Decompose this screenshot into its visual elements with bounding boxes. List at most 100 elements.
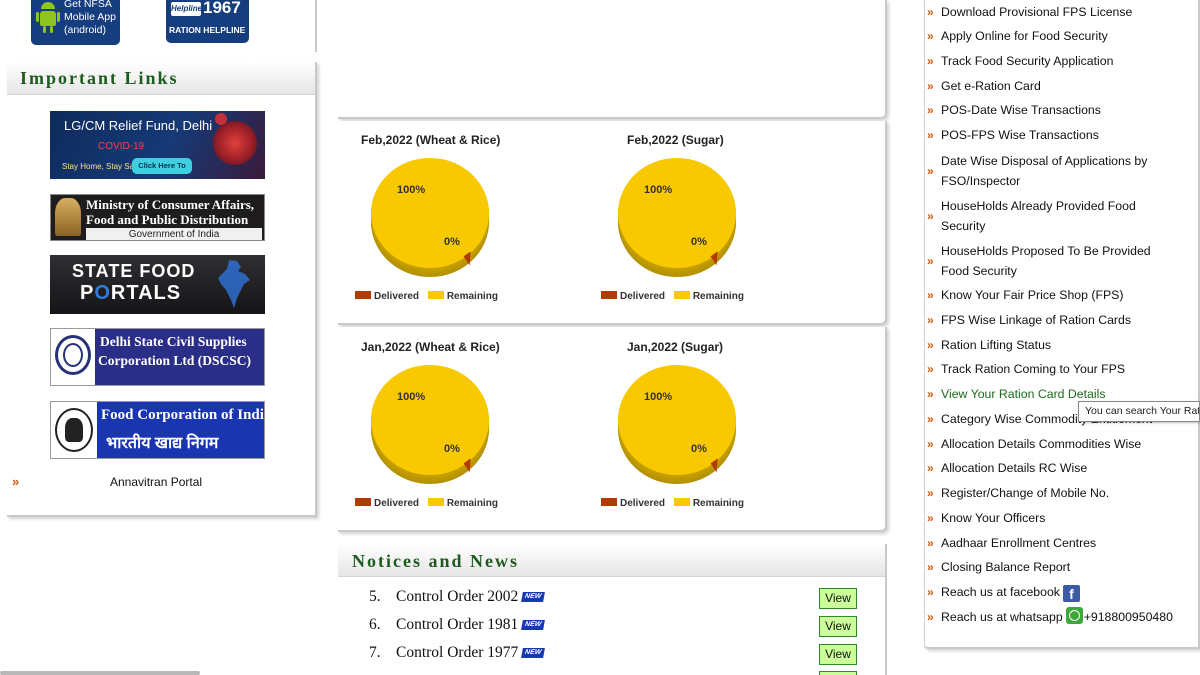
legend-swatch-delivered xyxy=(601,291,617,299)
donate-button[interactable]: Click Here To Donate xyxy=(132,158,192,179)
ration-helpline-button[interactable]: Helpline 1967 RATION HELPLINE xyxy=(166,0,249,43)
quick-link-label[interactable]: Apply Online for Food Security xyxy=(941,29,1108,43)
legend-swatch-delivered xyxy=(355,291,371,299)
notice-view-button-partial[interactable] xyxy=(819,671,857,675)
quick-link-label[interactable]: POS-FPS Wise Transactions xyxy=(941,128,1099,142)
ministry-line1: Ministry of Consumer Affairs, xyxy=(86,197,255,212)
notice-item[interactable]: 7. Control Order 1977 NEW xyxy=(369,644,546,662)
quick-link-label[interactable]: Closing Balance Report xyxy=(941,560,1071,574)
state-food-portals-banner[interactable]: STATE FOOD PORTALS xyxy=(50,255,265,314)
pie-chart: 100% 0% xyxy=(618,365,736,484)
quick-link-label[interactable]: POS-Date Wise Transactions xyxy=(941,103,1101,117)
quick-link-label[interactable]: Register/Change of Mobile No. xyxy=(941,486,1110,500)
chart-title: Feb,2022 (Wheat & Rice) xyxy=(361,133,501,147)
notice-item[interactable]: 5. Control Order 2002 NEW xyxy=(369,588,546,606)
quick-link-label[interactable]: Ration Lifting Status xyxy=(941,338,1052,352)
quick-link-label[interactable]: HouseHolds Already Provided Food Securit… xyxy=(941,199,1136,233)
horizontal-scrollbar[interactable] xyxy=(0,671,200,675)
relief-fund-slogan: Stay Home, Stay Safe xyxy=(62,162,141,171)
virus-small-icon xyxy=(215,113,227,125)
ministry-consumer-affairs-banner[interactable]: Ministry of Consumer Affairs, Food and P… xyxy=(50,194,265,241)
pie-data-label: 0% xyxy=(691,443,707,455)
notice-number: 6. xyxy=(369,616,381,633)
annavitran-portal-link[interactable]: Annavitran Portal xyxy=(110,475,203,489)
link-tooltip: You can search Your Ration Card xyxy=(1078,401,1200,422)
fci-banner[interactable]: Food Corporation of India भारतीय खाद्य न… xyxy=(50,401,265,459)
pie-chart: 100% 0% xyxy=(371,365,489,484)
feb-2022-chart-panel: Feb,2022 (Wheat & Rice) 100% 0% Delivered… xyxy=(338,121,887,325)
arrow-icon: » xyxy=(927,461,934,475)
arrow-icon: » xyxy=(927,29,934,43)
notice-title[interactable]: Control Order 1981 xyxy=(396,616,519,633)
arrow-icon: » xyxy=(927,164,934,178)
notice-view-button[interactable]: View xyxy=(819,588,857,609)
arrow-icon: » xyxy=(927,103,934,117)
quick-link-label[interactable]: Allocation Details RC Wise xyxy=(941,461,1088,475)
arrow-icon: » xyxy=(927,437,934,451)
arrow-icon: » xyxy=(927,79,934,93)
notice-view-button[interactable]: View xyxy=(819,644,857,665)
notice-view-button[interactable]: View xyxy=(819,616,857,637)
notice-title[interactable]: Control Order 1977 xyxy=(396,644,519,661)
whatsapp-link-label[interactable]: Reach us at whatsapp xyxy=(941,610,1063,624)
india-map-icon xyxy=(218,260,250,308)
quick-link-label[interactable]: Download Provisional FPS License xyxy=(941,5,1133,19)
arrow-icon: » xyxy=(927,585,934,599)
facebook-icon[interactable]: f xyxy=(1062,585,1080,602)
nfsa-app-button[interactable]: Get NFSA Mobile App (android) xyxy=(31,0,120,45)
new-badge-icon: NEW xyxy=(521,648,546,658)
chart-legend: Delivered Remaining xyxy=(355,498,498,509)
pie-slice-marker xyxy=(463,251,471,266)
pie-data-label: 100% xyxy=(644,184,672,196)
relief-fund-banner[interactable]: LG/CM Relief Fund, Delhi COVID-19 Stay H… xyxy=(50,111,265,179)
state-portals-rest: RTALS xyxy=(110,282,182,304)
quick-link-label[interactable]: Know Your Officers xyxy=(941,511,1046,525)
notice-item[interactable]: 6. Control Order 1981 NEW xyxy=(369,616,546,634)
fci-line2: भारतीय खाद्य निगम xyxy=(106,435,219,452)
legend-label-remaining: Remaining xyxy=(446,498,498,509)
quick-link-label[interactable]: Aadhaar Enrollment Centres xyxy=(941,536,1097,550)
arrow-icon: » xyxy=(927,54,934,68)
pie-slice-marker xyxy=(710,458,718,473)
quick-links-panel: » Download Provisional FPS License » App… xyxy=(924,0,1200,649)
quick-link-label[interactable]: HouseHolds Proposed To Be Provided Food … xyxy=(941,244,1151,278)
whatsapp-icon[interactable] xyxy=(1065,607,1083,624)
notice-number: 7. xyxy=(369,644,381,661)
state-portals-line2: PORTALS xyxy=(80,282,181,305)
pie-slice-remaining[interactable] xyxy=(371,158,489,268)
notice-title[interactable]: Control Order 2002 xyxy=(396,588,519,605)
facebook-link-label[interactable]: Reach us at facebook xyxy=(941,585,1060,599)
pie-slice-remaining[interactable] xyxy=(371,365,489,475)
ministry-line3: Government of India xyxy=(86,228,262,240)
quick-link-label[interactable]: Date Wise Disposal of Applications by FS… xyxy=(941,154,1148,188)
notices-and-news-panel: Notices and News 5. Control Order 2002 NEW… xyxy=(338,544,887,675)
quick-link-facebook[interactable]: Reach us at facebook f xyxy=(941,582,1181,602)
quick-link-label[interactable]: Know Your Fair Price Shop (FPS) xyxy=(941,288,1124,302)
arrow-icon: » xyxy=(927,610,934,624)
pie-slice-remaining[interactable] xyxy=(618,158,736,268)
pie-data-label: 100% xyxy=(644,391,672,403)
dscsc-banner[interactable]: Delhi State Civil Supplies Corporation L… xyxy=(50,328,265,386)
dscsc-line1: Delhi State Civil Supplies xyxy=(100,334,247,349)
pie-slice-marker xyxy=(463,458,471,473)
quick-link-whatsapp[interactable]: Reach us at whatsapp +918800950480 xyxy=(941,607,1181,627)
legend-swatch-remaining xyxy=(673,498,690,506)
quick-link-label[interactable]: Track Ration Coming to Your FPS xyxy=(941,362,1126,376)
quick-link-label[interactable]: Track Food Security Application xyxy=(941,54,1114,68)
pie-slice-remaining[interactable] xyxy=(618,365,736,475)
quick-link-label[interactable]: FPS Wise Linkage of Ration Cards xyxy=(941,313,1132,327)
nfsa-app-text: Get NFSA Mobile App (android) xyxy=(64,0,116,37)
quick-link-label[interactable]: Get e-Ration Card xyxy=(941,79,1041,93)
quick-link-label[interactable]: Allocation Details Commodities Wise xyxy=(941,437,1142,451)
notices-header: Notices and News xyxy=(338,544,885,577)
chart-title: Jan,2022 (Sugar) xyxy=(627,340,724,354)
quick-link-label[interactable]: View Your Ration Card Details xyxy=(941,387,1106,401)
legend-label-delivered: Delivered xyxy=(620,498,666,509)
arrow-icon: » xyxy=(927,338,934,352)
legend-swatch-remaining xyxy=(673,291,690,299)
state-portals-p: P xyxy=(80,282,95,304)
legend-label-delivered: Delivered xyxy=(374,498,420,509)
chart-title: Feb,2022 (Sugar) xyxy=(627,133,724,147)
state-portals-line1: STATE FOOD xyxy=(72,261,196,281)
arrow-icon: » xyxy=(927,412,934,426)
